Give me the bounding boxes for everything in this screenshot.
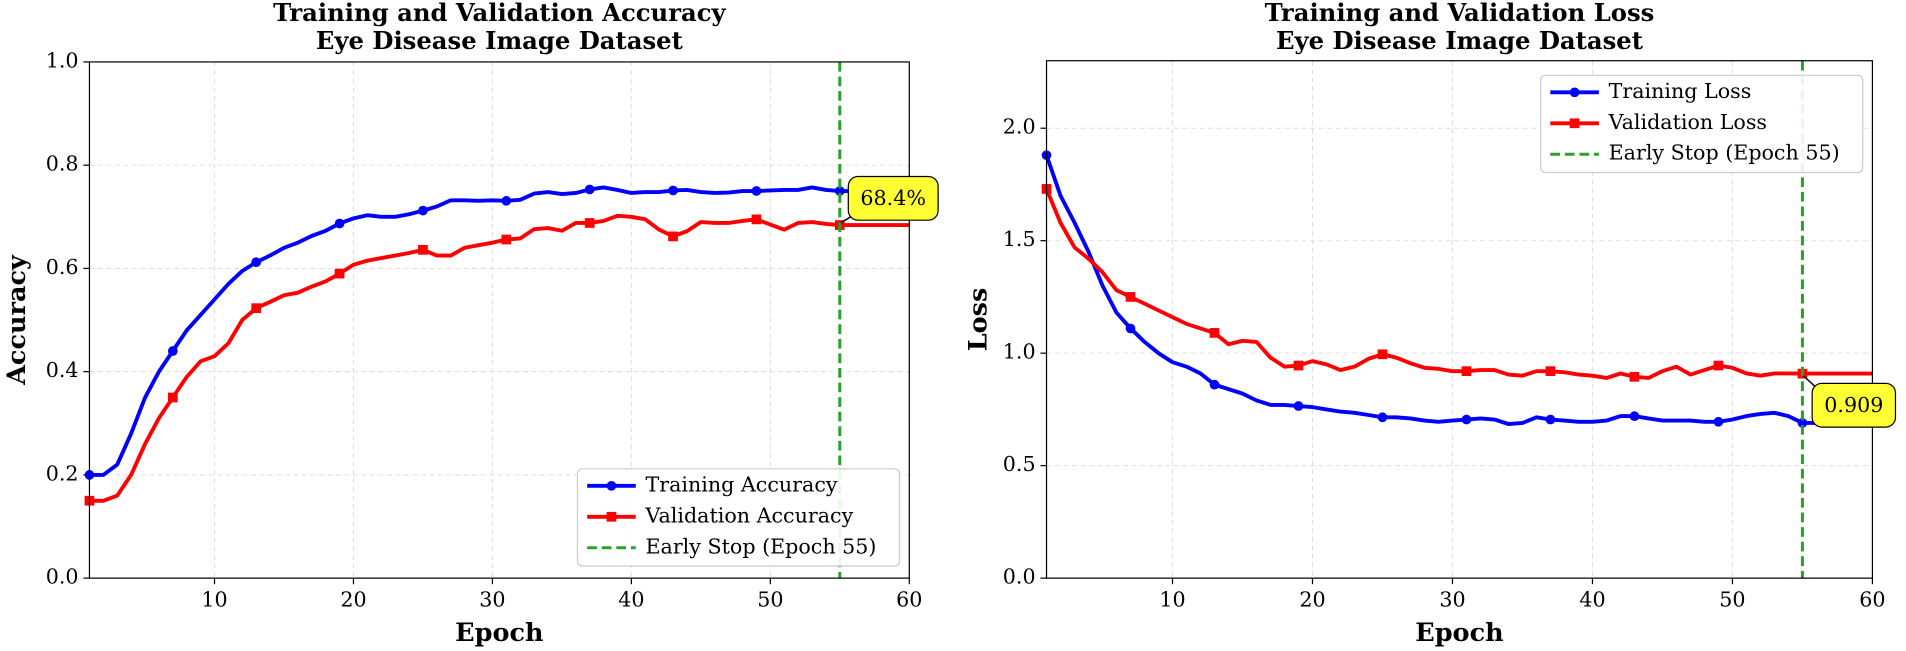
legend-marker <box>606 511 617 522</box>
series-line <box>1044 154 1873 426</box>
y-tick-label: 1.0 <box>1003 340 1036 364</box>
point-marker <box>1125 323 1136 334</box>
point-marker <box>1629 371 1640 382</box>
point-marker <box>668 231 678 242</box>
point-marker <box>1713 416 1724 427</box>
point-marker <box>1461 414 1472 425</box>
point-marker <box>501 195 512 206</box>
chart-title: Training and Validation Accuracy <box>273 0 726 27</box>
point-marker <box>334 218 345 229</box>
series-line <box>1044 188 1873 380</box>
x-tick-label: 10 <box>201 588 227 612</box>
y-tick-label: 0.8 <box>46 152 79 176</box>
chart-title: Training and Validation Loss <box>1265 0 1655 27</box>
legend-marker <box>1569 87 1580 98</box>
point-marker <box>1461 366 1472 377</box>
point-marker <box>1797 418 1808 428</box>
x-tick-label: 10 <box>1159 588 1185 612</box>
y-tick-label: 0.0 <box>1003 565 1036 589</box>
point-marker <box>1545 414 1556 425</box>
x-tick-label: 30 <box>1439 588 1465 612</box>
legend-label: Early Stop (Epoch 55) <box>1609 141 1840 165</box>
y-tick-label: 1.5 <box>1003 227 1036 251</box>
point-marker <box>1293 360 1304 371</box>
legend-label: Validation Loss <box>1608 110 1767 134</box>
annotation: 0.909 <box>1803 375 1897 428</box>
point-marker <box>1377 349 1388 360</box>
point-marker <box>1545 366 1556 377</box>
legend-box <box>1539 74 1864 174</box>
annotation-label: 0.909 <box>1824 393 1883 417</box>
point-marker <box>751 186 762 196</box>
chart-subtitle: Eye Disease Image Dataset <box>1276 26 1644 55</box>
point-marker <box>1377 412 1388 423</box>
point-marker <box>1629 411 1640 422</box>
x-tick-label: 30 <box>479 588 505 612</box>
legend: Training Accuracy Validation Accuracy Earl… <box>576 468 901 567</box>
annotation-label: 68.4% <box>860 186 926 210</box>
x-tick-label: 40 <box>1579 588 1605 612</box>
plot-frame <box>1045 60 1874 579</box>
x-tick-label: 60 <box>1859 588 1885 612</box>
point-marker <box>1209 328 1220 338</box>
y-axis-label: Loss <box>964 288 994 352</box>
point-marker <box>584 184 595 195</box>
legend-marker <box>606 480 617 491</box>
y-axis-label: Accuracy <box>2 254 32 386</box>
point-marker <box>1125 292 1136 302</box>
point-marker <box>418 205 428 216</box>
x-tick-label: 50 <box>757 588 783 612</box>
point-marker <box>751 214 762 225</box>
point-marker <box>251 257 262 268</box>
legend-label: Training Accuracy <box>645 472 837 496</box>
x-tick-label: 60 <box>896 588 922 612</box>
x-tick-label: 20 <box>340 588 366 612</box>
point-marker <box>334 268 345 279</box>
y-tick-label: 1.0 <box>46 48 79 72</box>
legend-marker <box>1569 118 1580 129</box>
annotation-box <box>1811 382 1897 428</box>
y-tick-label: 0.6 <box>46 255 79 279</box>
point-marker <box>251 303 262 314</box>
annotation-box <box>847 175 939 221</box>
point-marker <box>167 346 178 356</box>
plot-frame <box>88 61 910 579</box>
point-marker <box>501 234 512 245</box>
annotation: 68.4% <box>840 175 939 224</box>
y-tick-label: 0.0 <box>46 565 79 589</box>
point-marker <box>167 392 178 403</box>
y-tick-label: 0.2 <box>46 461 79 485</box>
x-tick-label: 50 <box>1719 588 1745 612</box>
series-line <box>89 185 910 477</box>
chart-subtitle: Eye Disease Image Dataset <box>316 26 684 55</box>
point-marker <box>584 218 595 228</box>
point-marker <box>418 244 428 255</box>
legend: Training Loss Validation Loss Early Stop (… <box>1539 74 1864 174</box>
y-tick-label: 0.5 <box>1003 452 1036 476</box>
y-tick-label: 0.4 <box>46 358 79 382</box>
legend-box <box>576 468 901 567</box>
legend-label: Early Stop (Epoch 55) <box>645 534 876 558</box>
x-axis-label: Epoch <box>1415 618 1503 648</box>
point-marker <box>1209 379 1220 390</box>
x-axis-label: Epoch <box>455 618 543 648</box>
legend-label: Training Loss <box>1609 79 1752 103</box>
point-marker <box>668 185 678 196</box>
point-marker <box>834 186 845 196</box>
point-marker <box>1713 360 1724 371</box>
x-tick-label: 40 <box>618 588 644 612</box>
point-marker <box>1293 401 1304 411</box>
x-tick-label: 20 <box>1299 588 1325 612</box>
legend-label: Validation Accuracy <box>644 503 853 527</box>
series-line <box>89 213 910 503</box>
y-tick-label: 2.0 <box>1003 115 1036 139</box>
